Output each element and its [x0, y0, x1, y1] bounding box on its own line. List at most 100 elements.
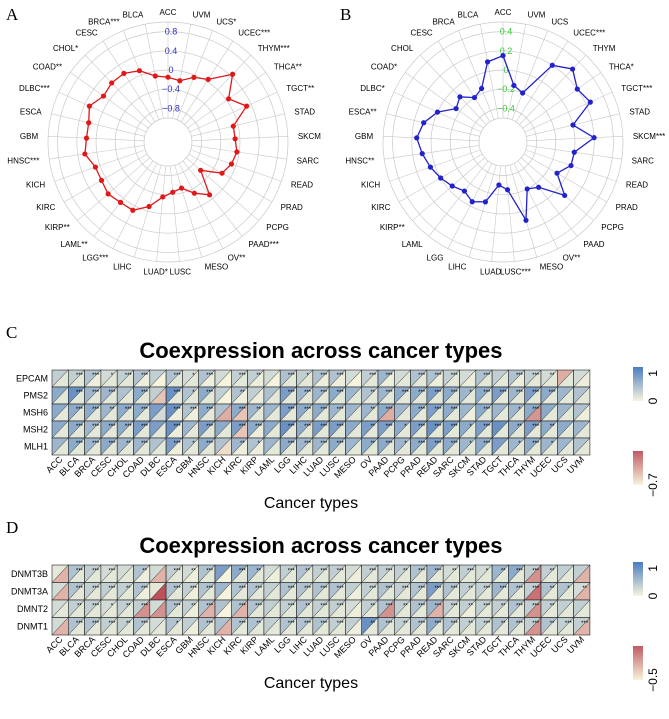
cell-diagonal [475, 564, 493, 583]
cell-diagonal [84, 420, 102, 439]
cell-diagonal [198, 437, 216, 456]
significance-mark: *** [108, 424, 116, 430]
significance-mark: *** [304, 586, 312, 592]
cell-diagonal [231, 420, 248, 439]
category-label: UCS* [216, 17, 236, 26]
data-point [500, 53, 506, 59]
colorbar-negative [633, 451, 643, 485]
significance-mark: *** [434, 586, 442, 592]
grid-circle-inner [143, 117, 193, 167]
category-label: MESO [205, 263, 229, 272]
data-point [86, 120, 92, 126]
cell-diagonal [557, 437, 574, 456]
cell-diagonal [182, 564, 199, 583]
colorbar-mid-label: 0 [646, 592, 660, 599]
significance-mark: *** [320, 390, 328, 396]
significance-mark: *** [434, 621, 442, 627]
cell-diagonal [231, 564, 248, 583]
cell-diagonal [491, 599, 509, 618]
significance-mark: *** [76, 621, 84, 627]
significance-mark: *** [386, 621, 394, 627]
cell-diagonal [117, 437, 134, 456]
cell-lower-triangle [508, 421, 525, 438]
data-point [226, 96, 232, 102]
cell-diagonal [117, 369, 134, 388]
category-label: OV** [228, 254, 246, 263]
cell-diagonal [345, 582, 362, 601]
significance-mark: *** [206, 390, 214, 396]
cell-diagonal [51, 599, 69, 618]
cell-diagonal [100, 582, 118, 601]
category-label: PAAD*** [248, 240, 279, 249]
panel-label-c: C [6, 323, 17, 342]
significance-mark: *** [206, 603, 214, 609]
significance-mark: *** [516, 586, 524, 592]
data-point [562, 192, 568, 199]
significance-mark: *** [337, 390, 345, 396]
cell-diagonal [491, 617, 509, 636]
data-point [234, 149, 240, 155]
cell-diagonal [508, 369, 525, 388]
cell-diagonal [312, 420, 330, 439]
significance-mark: * [551, 441, 554, 447]
spoke [189, 91, 278, 133]
significance-mark: *** [239, 586, 247, 592]
cell-diagonal [133, 420, 150, 439]
cell-diagonal [377, 599, 395, 618]
significance-mark: *** [239, 424, 247, 430]
significance-mark: *** [76, 373, 84, 379]
cell-diagonal [377, 403, 395, 422]
significance-mark: *** [92, 603, 100, 609]
significance-mark: *** [532, 390, 540, 396]
significance-mark: *** [451, 424, 459, 430]
significance-mark: *** [125, 373, 133, 379]
significance-mark: *** [92, 621, 100, 627]
radial-tick-label: 0.2 [500, 46, 513, 56]
cell-diagonal [328, 420, 346, 439]
cell-diagonal [345, 617, 362, 636]
cell-diagonal [426, 564, 444, 583]
significance-mark: ** [501, 568, 506, 574]
cell-diagonal [214, 564, 232, 583]
panel-label-d: D [6, 518, 18, 537]
significance-mark: *** [92, 586, 100, 592]
cell-diagonal [165, 564, 183, 583]
data-point [86, 103, 93, 109]
category-label: BLCA [457, 10, 479, 19]
significance-mark: *** [386, 441, 394, 447]
significance-mark: ** [370, 621, 375, 627]
cell-diagonal [296, 369, 313, 388]
cell-diagonal [117, 617, 134, 636]
cell-diagonal [296, 386, 313, 405]
cell-diagonal [280, 386, 297, 405]
cell-diagonal [263, 386, 281, 405]
cell-diagonal [312, 369, 330, 388]
cell-diagonal [231, 403, 248, 422]
cell-diagonal [247, 420, 265, 439]
significance-mark: *** [174, 568, 182, 574]
significance-mark: ** [110, 407, 115, 413]
significance-mark: * [192, 373, 195, 379]
spoke [191, 113, 285, 137]
cell-diagonal [263, 564, 281, 583]
radial-tick-label: 0 [503, 65, 508, 75]
significance-mark: *** [304, 424, 312, 430]
significance-mark: ** [126, 586, 131, 592]
cell-diagonal [573, 369, 591, 388]
category-label: KIRP** [45, 223, 70, 232]
grid-circle [134, 108, 202, 176]
cell-diagonal [475, 386, 493, 405]
cell-lower-triangle [508, 387, 525, 404]
cell-diagonal [524, 369, 542, 388]
cell-diagonal [280, 582, 297, 601]
cell-diagonal [573, 403, 591, 422]
spoke [156, 165, 167, 262]
heatmap-title: Coexpression across cancer types [139, 338, 502, 363]
radial-tick-label: −0.4 [497, 103, 515, 113]
category-label: COAD** [33, 63, 62, 72]
significance-mark: *** [483, 407, 491, 413]
cell-diagonal [198, 403, 216, 422]
spoke [511, 30, 548, 120]
cell-diagonal [443, 582, 460, 601]
cell-diagonal [410, 420, 428, 439]
